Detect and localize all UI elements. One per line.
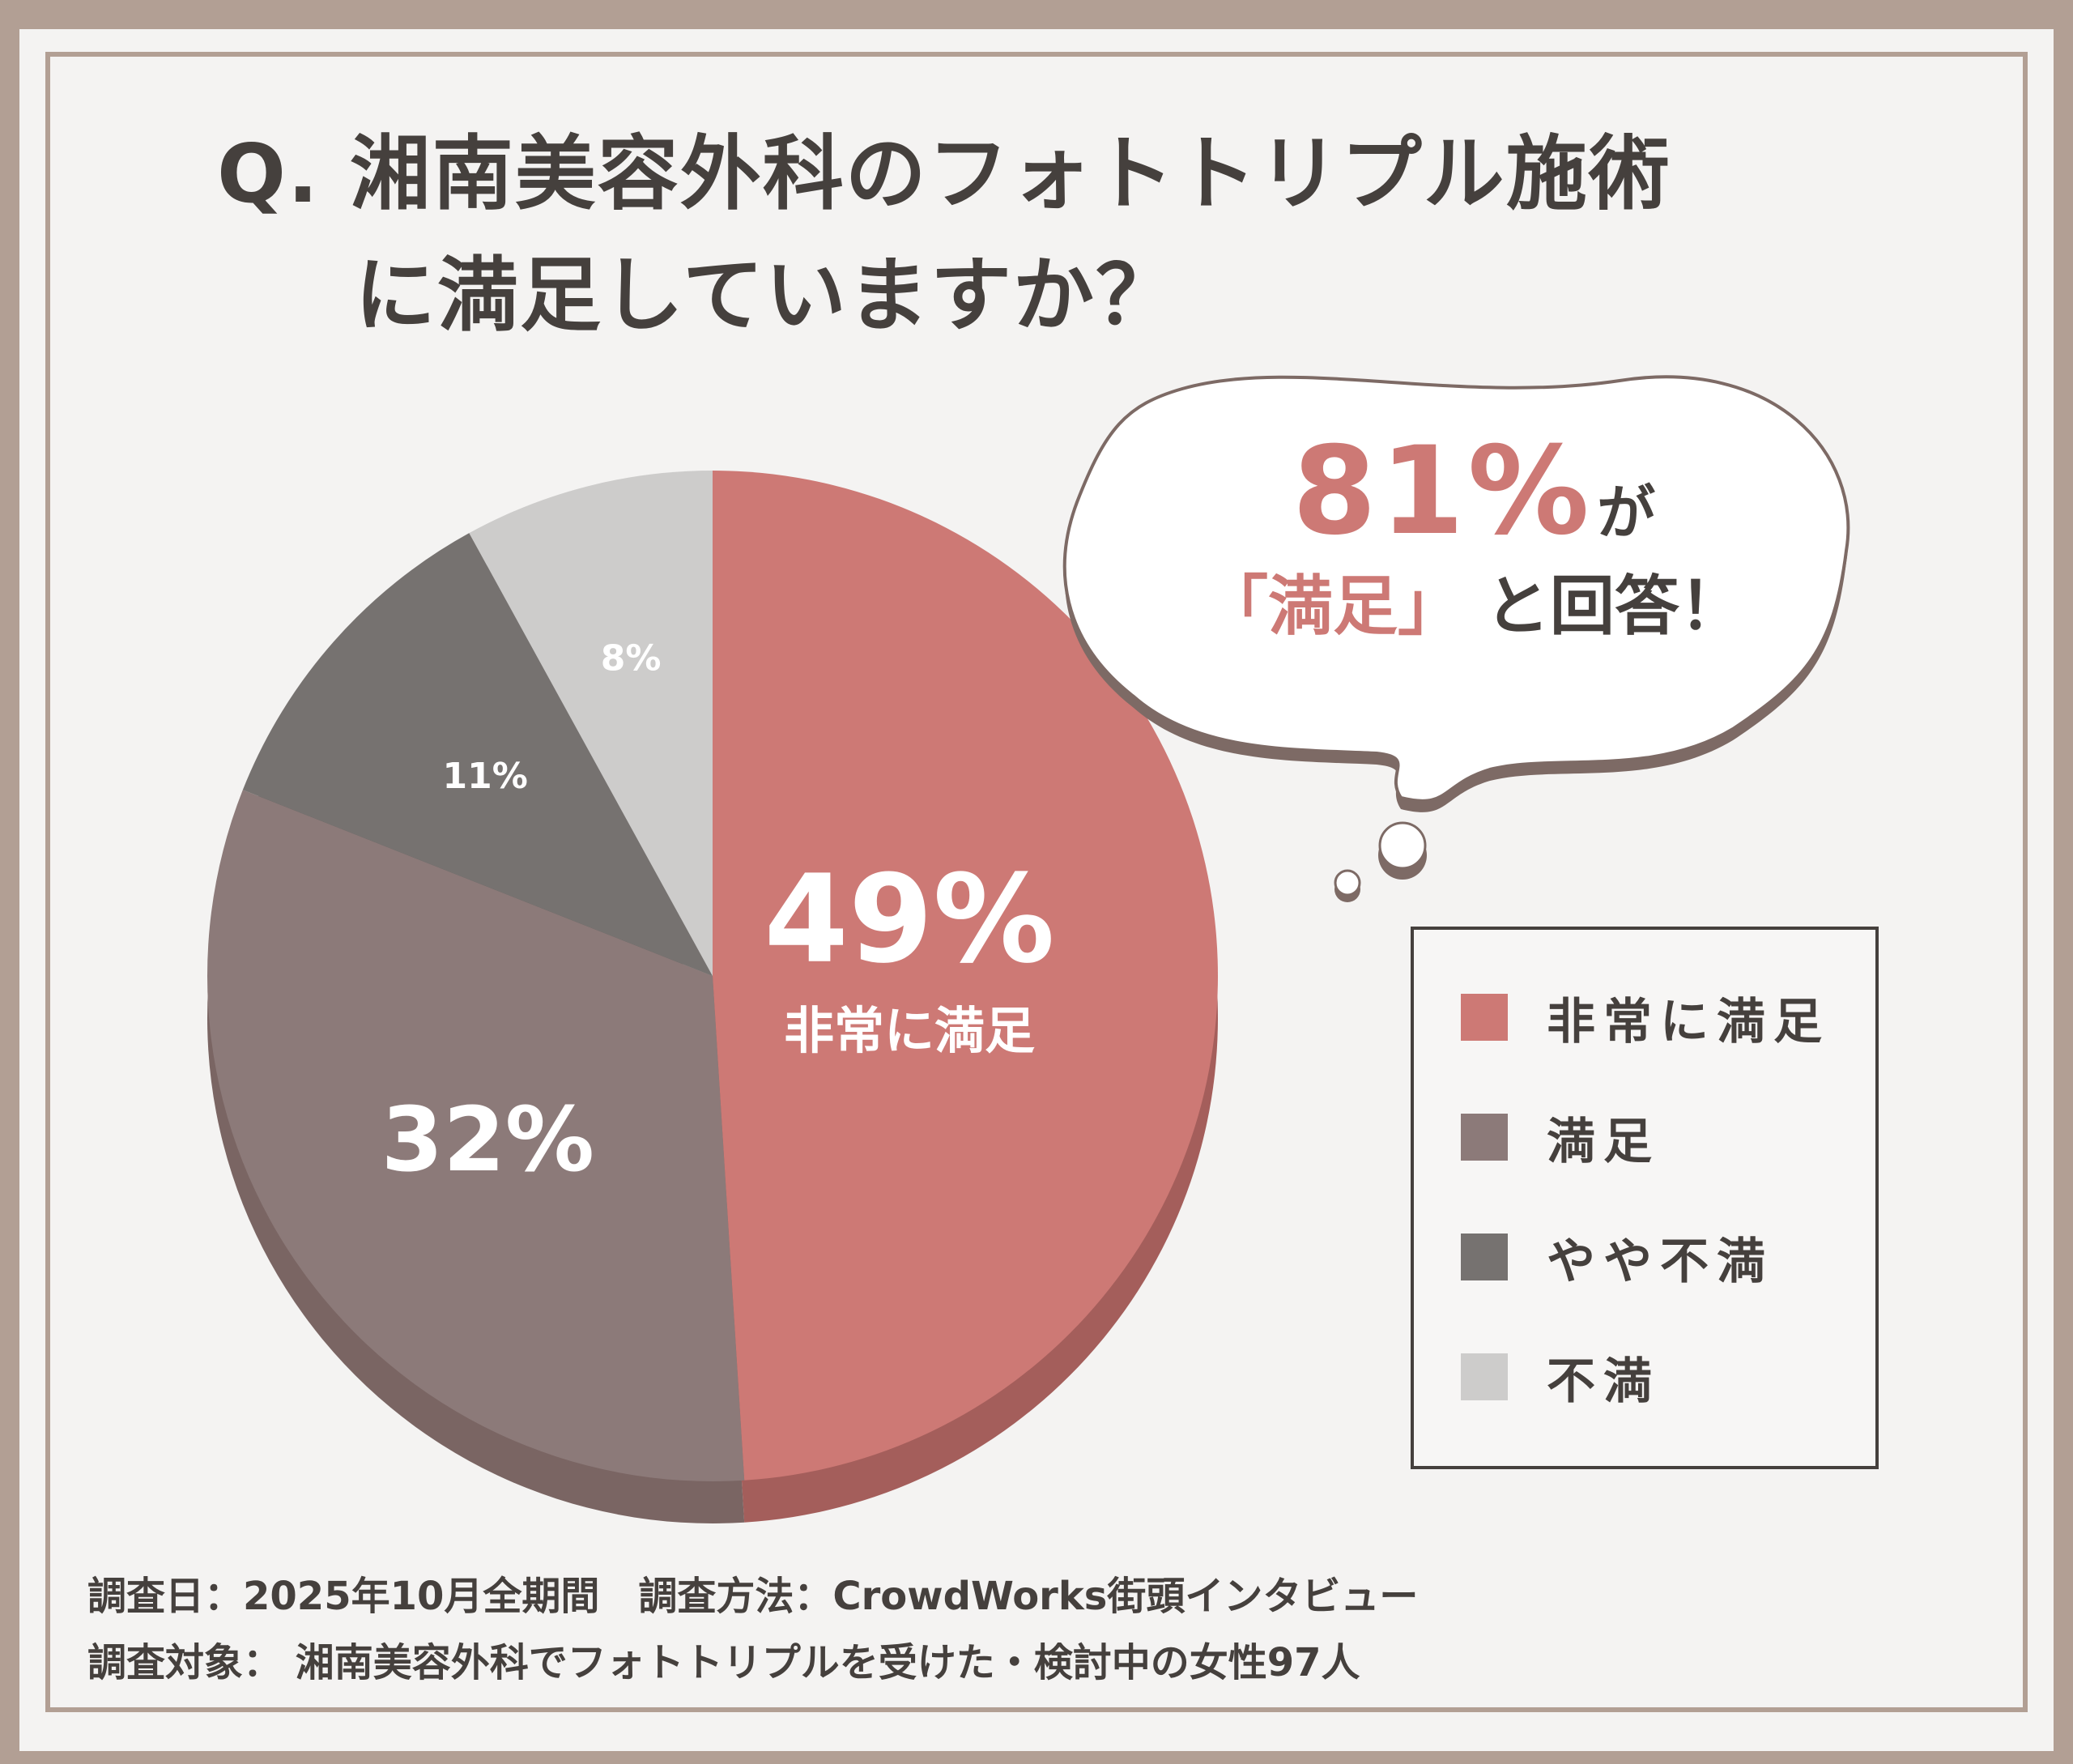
callout-percent: 81% bbox=[1292, 421, 1593, 562]
footnote-line-2: 調査対象： 湘南美容外科でフォトトリプルを受けた・検討中の女性97人 bbox=[87, 1640, 1360, 1685]
legend-label: 満足 bbox=[1547, 1113, 1660, 1170]
inner-border bbox=[45, 52, 2028, 1712]
callout-quote: 「満足」 bbox=[1203, 569, 1463, 644]
pie-slice-3 bbox=[469, 471, 713, 976]
chart-title: Q. 湘南美容外科のフォトトリプル施術 に満足していますか？ bbox=[217, 113, 1918, 356]
pie-slice-1 bbox=[206, 790, 745, 1481]
callout-answer: と回答！ bbox=[1484, 569, 1744, 644]
pie-slice-2 bbox=[242, 533, 713, 976]
pie-value-label-1: 32% bbox=[381, 1088, 594, 1191]
legend-item-satisfied: 満足 bbox=[1461, 1105, 1660, 1170]
legend-label: 不満 bbox=[1547, 1353, 1660, 1410]
legend-item-somewhat-dissatisfied: やや不満 bbox=[1461, 1225, 1773, 1290]
legend-label: やや不満 bbox=[1547, 1233, 1773, 1290]
thought-bubble-body bbox=[1062, 375, 1850, 803]
legend-swatch bbox=[1461, 1234, 1508, 1280]
footnote-line-1: 調査日：2025年10月全期間 調査方法：CrowdWorks街頭インタビュー bbox=[87, 1574, 1419, 1619]
callout-ga: が bbox=[1597, 479, 1656, 547]
legend-label: 非常に満足 bbox=[1547, 993, 1830, 1050]
title-line-1: Q. 湘南美容外科のフォトトリプル施術 bbox=[217, 126, 1671, 221]
thought-bubble bbox=[1062, 375, 1850, 902]
legend-swatch bbox=[1461, 1114, 1508, 1161]
title-line-2: に満足していますか？ bbox=[355, 248, 1178, 343]
pie-value-label-2: 11% bbox=[442, 756, 527, 797]
pie-group: 49% 32% 11% 8% 非常に満足 bbox=[206, 471, 1218, 1524]
pie-slice-0 bbox=[713, 471, 1218, 1481]
legend-item-very-satisfied: 非常に満足 bbox=[1461, 985, 1830, 1050]
legend: 非常に満足 満足 やや不満 不満 bbox=[1411, 927, 1879, 1469]
thought-bubble-dot-small bbox=[1334, 869, 1361, 897]
callout-text: 81% が 「満足」 と回答！ bbox=[1077, 421, 1871, 648]
pie-value-label-3: 8% bbox=[601, 638, 662, 680]
pie-value-label-0: 49% bbox=[764, 850, 1055, 991]
thought-bubble-dot-large bbox=[1378, 821, 1427, 870]
survey-footnote: 調査日：2025年10月全期間 調査方法：CrowdWorks街頭インタビュー … bbox=[87, 1563, 1950, 1696]
pie-slice-caption: 非常に満足 bbox=[784, 1001, 1035, 1060]
legend-swatch bbox=[1461, 1353, 1508, 1400]
legend-item-dissatisfied: 不満 bbox=[1461, 1344, 1660, 1410]
legend-swatch bbox=[1461, 994, 1508, 1041]
